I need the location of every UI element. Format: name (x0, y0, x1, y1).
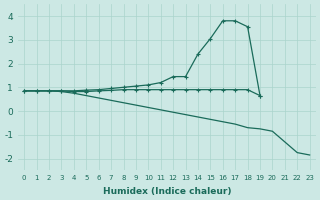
X-axis label: Humidex (Indice chaleur): Humidex (Indice chaleur) (103, 187, 231, 196)
